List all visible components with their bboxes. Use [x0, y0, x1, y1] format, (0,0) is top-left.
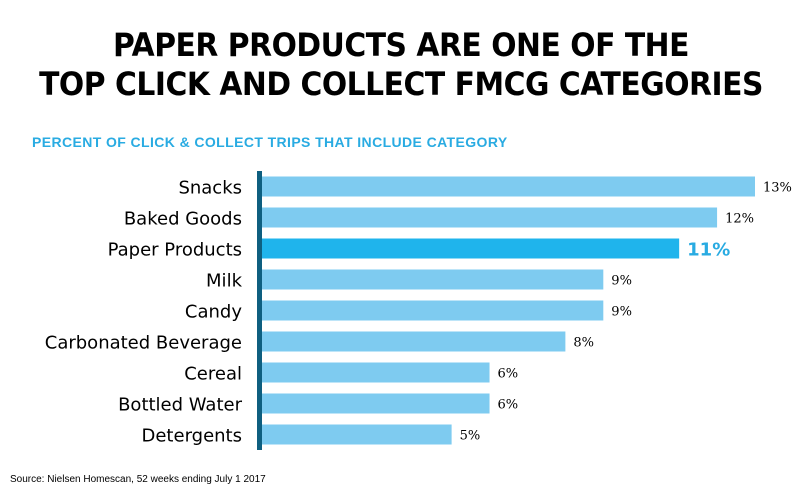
source-note: Source: Nielsen Homescan, 52 weeks endin…	[10, 474, 266, 485]
bar-candy	[262, 300, 604, 321]
category-label: Paper Products	[108, 240, 242, 261]
chart-title: PAPER PRODUCTS ARE ONE OF THE TOP CLICK …	[28, 26, 774, 104]
category-label: Carbonated Beverage	[45, 333, 242, 354]
value-label: 5%	[460, 429, 481, 444]
category-label: Milk	[206, 271, 243, 292]
value-label: 12%	[725, 212, 754, 227]
bar-detergents	[262, 424, 452, 445]
value-label: 13%	[763, 181, 792, 196]
chart-title-line-2: TOP CLICK AND COLLECT FMCG CATEGORIES	[39, 65, 763, 103]
bar-cereal	[262, 362, 490, 383]
bar-paper-products	[262, 238, 680, 259]
bar-bottled-water	[262, 393, 490, 414]
category-label: Baked Goods	[124, 209, 242, 230]
value-label: 9%	[611, 305, 632, 320]
value-label: 8%	[573, 336, 594, 351]
value-label: 9%	[611, 274, 632, 289]
category-label: Bottled Water	[118, 395, 243, 416]
value-label: 6%	[498, 398, 519, 413]
category-label: Cereal	[184, 364, 242, 385]
bar-milk	[262, 269, 604, 290]
bar-baked-goods	[262, 207, 718, 228]
bar-carbonated-beverage	[262, 331, 566, 352]
chart-subtitle: PERCENT OF CLICK & COLLECT TRIPS THAT IN…	[32, 134, 508, 150]
category-label: Snacks	[178, 178, 242, 199]
category-label: Detergents	[142, 426, 243, 447]
category-axis	[257, 171, 262, 450]
chart-title-line-1: PAPER PRODUCTS ARE ONE OF THE	[113, 26, 689, 64]
category-label: Candy	[185, 302, 242, 323]
value-label: 11%	[687, 240, 730, 261]
bar-snacks	[262, 176, 755, 197]
value-label: 6%	[498, 367, 519, 382]
